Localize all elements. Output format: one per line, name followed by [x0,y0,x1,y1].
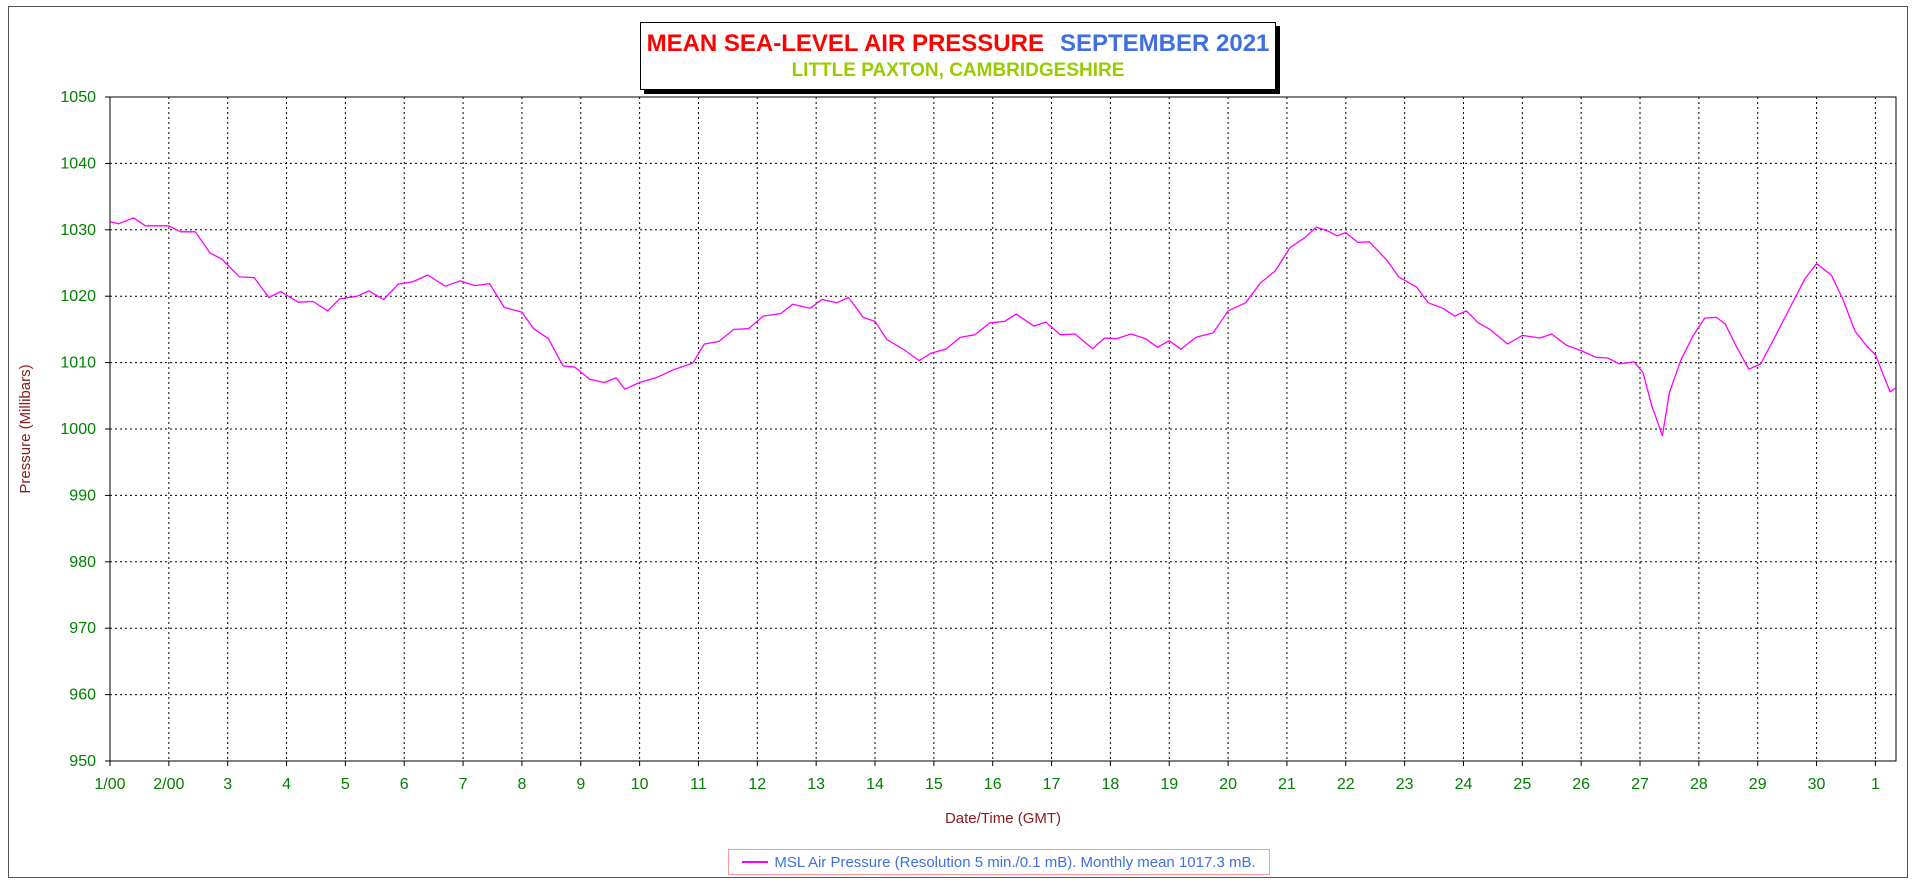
x-tick-label: 13 [807,776,825,793]
chart-subtitle: LITTLE PAXTON, CAMBRIDGESHIRE [791,60,1125,81]
pressure-series-line [109,217,1897,437]
chart-title-month: SEPTEMBER 2021 [1059,30,1270,57]
x-tick-label: 17 [1043,776,1061,793]
chart-title-line: MEAN SEA-LEVEL AIR PRESSURE SEPTEMBER 202… [641,29,1275,59]
chart-title-box: MEAN SEA-LEVEL AIR PRESSURE SEPTEMBER 202… [640,22,1276,90]
y-tick-label: 1020 [60,288,96,305]
x-tick-label: 23 [1396,776,1414,793]
y-axis-title: Pressure (Millibars) [17,364,34,493]
y-tick-label: 950 [69,753,96,770]
y-tick-label: 1040 [60,155,96,172]
chart-frame [8,6,1908,878]
y-tick-label: 960 [69,687,96,704]
x-tick-label: 1 [1871,776,1880,793]
plot-area-border [109,96,1897,762]
y-tick-label: 1000 [60,421,96,438]
x-tick-label: 7 [459,776,468,793]
chart-title: MEAN SEA-LEVEL AIR PRESSURE [646,30,1044,57]
x-tick-label: 9 [576,776,585,793]
y-tick-label: 1030 [60,222,96,239]
x-tick-label: 12 [748,776,766,793]
x-tick-label: 6 [400,776,409,793]
x-tick-label: 20 [1219,776,1237,793]
x-tick-label: 16 [984,776,1002,793]
x-tick-label: 1/00 [94,776,125,793]
x-tick-label: 28 [1690,776,1708,793]
x-tick-label: 18 [1101,776,1119,793]
x-tick-label: 24 [1455,776,1473,793]
y-tick-label: 970 [69,620,96,637]
x-tick-label: 27 [1631,776,1649,793]
x-tick-label: 25 [1513,776,1531,793]
x-tick-label: 30 [1808,776,1826,793]
y-tick-label: 1050 [60,89,96,106]
x-tick-label: 15 [925,776,943,793]
x-tick-label: 19 [1160,776,1178,793]
x-tick-label: 8 [517,776,526,793]
x-tick-label: 11 [690,776,707,793]
y-tick-label: 1010 [60,355,96,372]
x-tick-label: 26 [1572,776,1590,793]
chart-legend: MSL Air Pressure (Resolution 5 min./0.1 … [728,849,1270,875]
x-tick-label: 3 [223,776,232,793]
y-tick-label: 990 [69,487,96,504]
legend-entry-label: MSL Air Pressure (Resolution 5 min./0.1 … [774,853,1256,871]
x-tick-label: 29 [1749,776,1767,793]
legend-line-swatch [742,861,769,863]
x-tick-label: 5 [341,776,350,793]
x-tick-label: 4 [282,776,291,793]
y-tick-label: 980 [69,554,96,571]
x-tick-label: 21 [1278,776,1296,793]
x-tick-label: 2/00 [153,776,184,793]
x-tick-label: 14 [866,776,884,793]
x-tick-label: 10 [631,776,649,793]
x-axis-title: Date/Time (GMT) [945,810,1061,827]
x-tick-label: 22 [1337,776,1355,793]
